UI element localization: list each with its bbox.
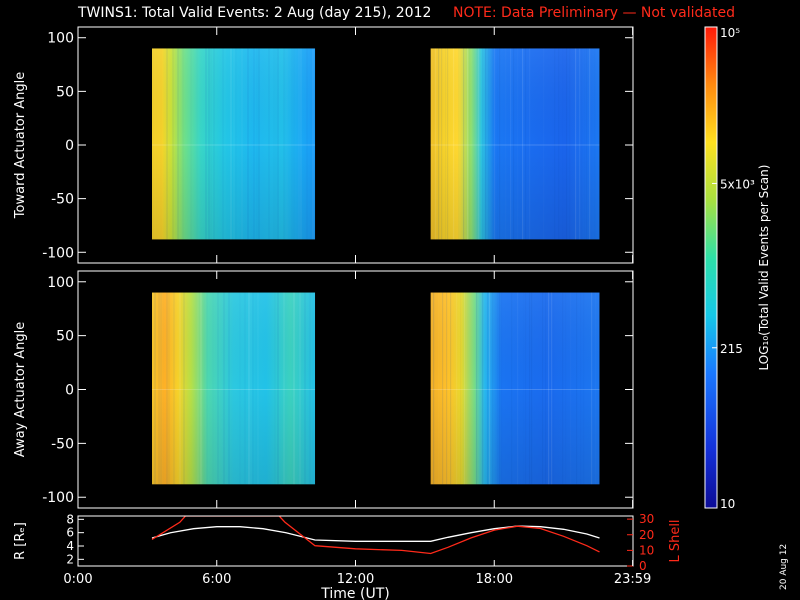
- heatmap-panel-2: 100 50 0 -50 -100 Away Actuator Angle: [13, 270, 634, 509]
- x-tick-label: 23:59: [614, 572, 651, 587]
- x-tick-label: 18:00: [476, 572, 513, 587]
- colorbar: 10⁵ 5x10³ 215 10 LOG₁₀(Total Valid Events pe…: [704, 26, 771, 511]
- heatmap-shading: [430, 48, 600, 240]
- y-tick-label: 100: [47, 31, 74, 47]
- y-tick-label: -50: [51, 436, 74, 452]
- x-tick-label: 6:00: [202, 572, 231, 587]
- title-main: TWINS1: Total Valid Events: 2 Aug (day 2…: [78, 5, 432, 21]
- left-y-tick-label: 4: [66, 539, 74, 553]
- left-y-tick-label: 2: [66, 552, 74, 566]
- colorbar-tick-label: 10: [720, 497, 735, 511]
- colorbar-gradient: [705, 27, 717, 508]
- heatmap-panel-1: 100 50 0 -50 -100 Toward Actuator Angle: [13, 26, 634, 264]
- y-tick-label: 100: [47, 275, 74, 291]
- x-tick-label: 0:00: [63, 572, 92, 587]
- right-y-tick-label: 20: [639, 528, 654, 542]
- right-y-tick-label: 0: [639, 559, 647, 573]
- page-title: TWINS1: Total Valid Events: 2 Aug (day 2…: [0, 2, 800, 24]
- y-axis-label: Toward Actuator Angle: [13, 72, 28, 219]
- left-y-tick-label: 8: [66, 512, 74, 526]
- heatmap-shading: [152, 48, 316, 240]
- x-axis-label: Time (UT): [320, 586, 389, 600]
- y-tick-label: 0: [65, 138, 74, 154]
- right-y-tick-label: 30: [639, 512, 654, 526]
- colorbar-frame: [704, 26, 718, 509]
- colorbar-tick-label: 215: [720, 342, 743, 356]
- colorbar-label: LOG₁₀(Total Valid Events per Scan): [757, 165, 771, 371]
- y-axis-label: Away Actuator Angle: [13, 322, 28, 457]
- x-tick-label: 12:00: [337, 572, 374, 587]
- line-series-group: [151, 516, 600, 555]
- y-tick-label: 50: [56, 329, 74, 345]
- colorbar-tick-label: 10⁵: [720, 26, 740, 40]
- right-y-tick-label: 10: [639, 543, 654, 557]
- y-tick-label: -100: [42, 490, 74, 506]
- y-tick-label: 0: [65, 383, 74, 399]
- left-y-tick-label: 6: [66, 526, 74, 540]
- plot-date-footnote: 20 Aug 12: [779, 543, 789, 590]
- title-note: NOTE: Data Preliminary — Not validated: [453, 5, 735, 21]
- series-line-l-shell: [151, 516, 600, 555]
- right-y-axis-label: L Shell: [668, 519, 683, 562]
- y-tick-label: -50: [51, 192, 74, 208]
- colorbar-tick-label: 5x10³: [720, 177, 755, 191]
- y-tick-label: -100: [42, 245, 74, 261]
- series-line-r: [151, 525, 600, 542]
- heatmap-shading: [430, 292, 600, 485]
- y-tick-label: 50: [56, 84, 74, 100]
- left-y-axis-label: R [Rₑ]: [13, 522, 28, 560]
- heatmap-shading: [152, 292, 316, 485]
